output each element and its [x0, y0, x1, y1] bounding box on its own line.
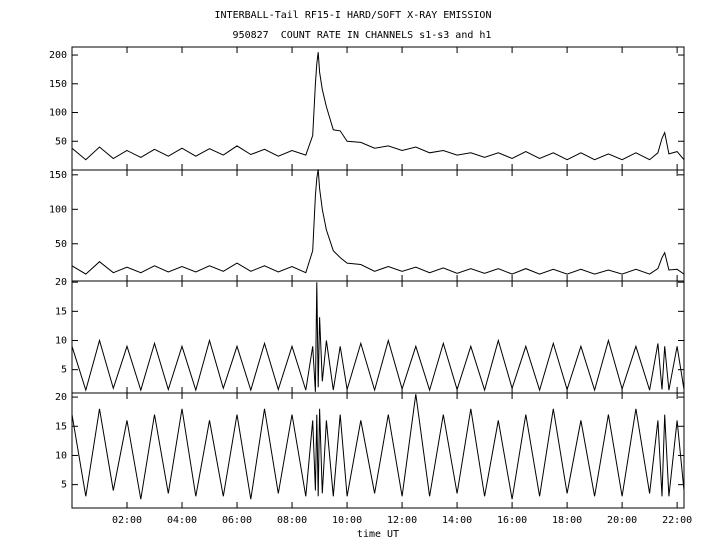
y-tick-label: 200 [49, 50, 67, 61]
chart-subtitle: 950827 COUNT RATE IN CHANNELS s1-s3 and … [233, 30, 492, 41]
y-tick-label: 20 [55, 392, 67, 403]
panel-frame [71, 392, 685, 509]
data-line [71, 169, 685, 275]
y-tick-label: 100 [49, 108, 67, 119]
x-tick-label: 12:00 [387, 515, 417, 526]
data-line [71, 282, 685, 392]
data-line [71, 52, 685, 161]
x-tick-label: 16:00 [497, 515, 527, 526]
y-tick-label: 50 [55, 136, 67, 147]
y-tick-label: 100 [49, 204, 67, 215]
y-tick-label: 5 [61, 365, 67, 376]
chart-title: INTERBALL-Tail RF15-I HARD/SOFT X-RAY EM… [215, 10, 492, 21]
x-tick-label: 18:00 [552, 515, 582, 526]
y-tick-label: 15 [55, 421, 67, 432]
y-tick-label: 5 [61, 480, 67, 491]
y-tick-label: 150 [49, 79, 67, 90]
x-tick-label: 22:00 [662, 515, 692, 526]
x-tick-label: 04:00 [167, 515, 197, 526]
y-tick-label: 150 [49, 170, 67, 181]
x-axis-label: time UT [357, 529, 399, 540]
x-tick-label: 02:00 [112, 515, 142, 526]
panel-frame [71, 46, 685, 171]
y-tick-label: 10 [55, 450, 67, 461]
y-tick-label: 10 [55, 336, 67, 347]
x-tick-label: 10:00 [332, 515, 362, 526]
x-tick-label: 20:00 [607, 515, 637, 526]
x-tick-label: 06:00 [222, 515, 252, 526]
data-line [71, 394, 685, 500]
y-tick-label: 20 [55, 277, 67, 288]
x-tick-label: 14:00 [442, 515, 472, 526]
y-tick-label: 50 [55, 239, 67, 250]
x-tick-label: 08:00 [277, 515, 307, 526]
y-tick-label: 15 [55, 306, 67, 317]
panel-frame [71, 169, 685, 282]
